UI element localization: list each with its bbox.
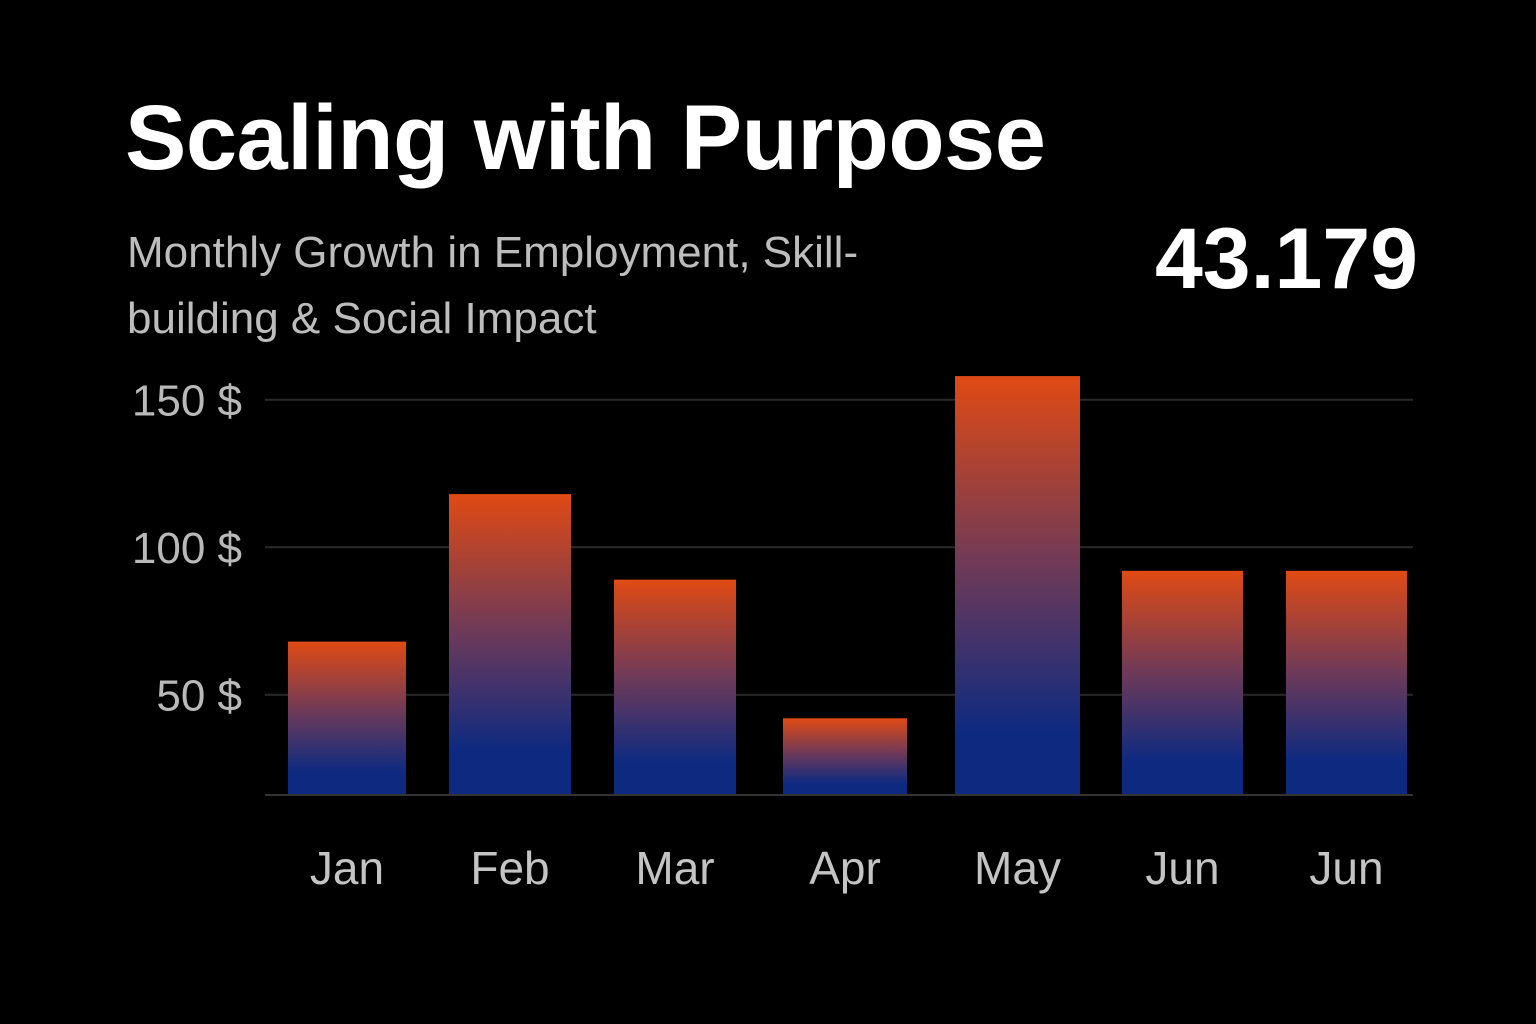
x-tick-label: Mar bbox=[635, 842, 714, 894]
headline-value: 43.179 bbox=[1154, 211, 1418, 307]
x-tick-label: Feb bbox=[470, 842, 549, 894]
x-tick-label: Jan bbox=[310, 842, 384, 894]
x-tick-label: Jun bbox=[1145, 842, 1219, 894]
x-tick-label: Jun bbox=[1309, 842, 1383, 894]
y-tick-label: 50 $ bbox=[156, 672, 242, 721]
x-axis: Jan Feb Mar Apr May Jun Jun bbox=[310, 842, 1384, 894]
y-tick-label: 150 $ bbox=[132, 377, 242, 426]
bar-apr-3 bbox=[783, 718, 907, 795]
y-axis: 50 $ 100 $ 150 $ bbox=[132, 377, 242, 721]
chart-title: Scaling with Purpose bbox=[125, 87, 1046, 189]
bar-jun-5 bbox=[1122, 570, 1243, 795]
bars bbox=[288, 376, 1407, 795]
bar-jun-6 bbox=[1286, 570, 1407, 795]
y-tick-label: 100 $ bbox=[132, 524, 242, 573]
x-tick-label: May bbox=[974, 842, 1061, 894]
chart-subtitle: Monthly Growth in Employment, Skill-buil… bbox=[127, 228, 859, 343]
bar-mar-2 bbox=[614, 579, 736, 795]
bar-may-4 bbox=[955, 376, 1080, 795]
bar-jan-0 bbox=[288, 641, 406, 795]
x-tick-label: Apr bbox=[809, 842, 881, 894]
bar-feb-1 bbox=[449, 494, 571, 795]
